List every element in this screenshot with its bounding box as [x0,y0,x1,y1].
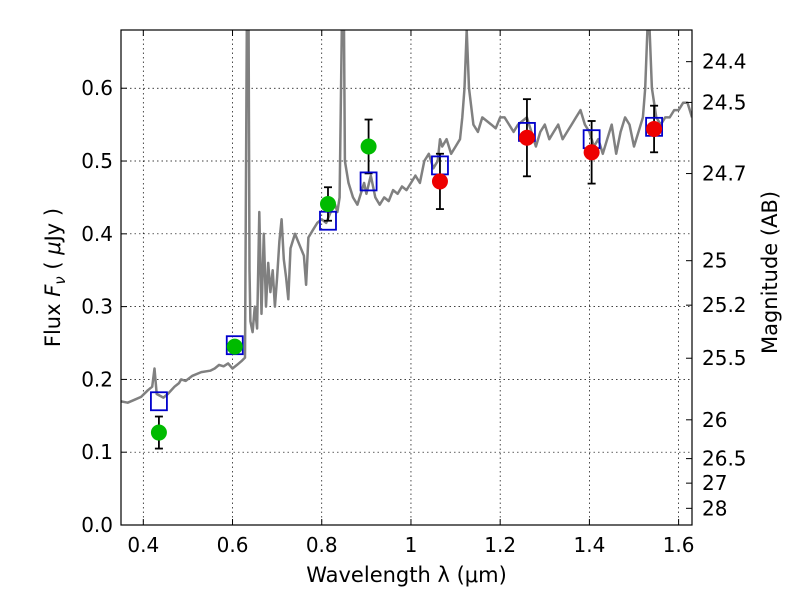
x-axis-label: Wavelength λ (μm) [306,563,507,587]
y2-tick-label: 24.4 [702,50,747,74]
y2-tick-label: 25.5 [702,346,747,370]
y-tick-label: 0.3 [81,295,113,319]
green-data-point [319,195,336,212]
green-data-point [150,424,167,441]
y-axis-label-mu: μ [41,241,65,255]
red-data-point [518,129,535,146]
x-tick-label: 0.6 [217,533,249,557]
y-axis-label-subscript: ν [51,276,69,284]
x-tick-label: 1 [405,533,418,557]
y2-tick-label: 24.7 [702,162,747,186]
y2-tick-label: 26.5 [702,447,747,471]
template-spectrum-line [121,30,692,404]
x-tick-label: 0.4 [127,533,159,557]
green-data-point [360,138,377,155]
green-data-point [226,338,243,355]
y2-tick-label: 26 [702,408,727,432]
y-tick-label: 0.1 [81,440,113,464]
y2-tick-label: 24.5 [702,90,747,114]
y2-axis-label: Magnitude (AB) [758,191,782,354]
y-axis-label-symbol: F [41,284,65,297]
plot-area [121,30,692,450]
y-tick-label: 0.2 [81,367,113,391]
y2-tick-label: 25.2 [702,293,747,317]
y-axis-label-prefix: Flux [41,297,65,347]
x-tick-label: 1.2 [484,533,516,557]
red-data-point [583,144,600,161]
y-tick-label: 0.5 [81,149,113,173]
model-photometry-square [359,171,378,192]
axis-ticks: 0.4 0.6 0.8 1 1.2 1.4 1.6 0.0 0.1 0.2 0.3 0.4 0.5 0.6… [81,30,747,557]
x-tick-label: 1.6 [663,533,695,557]
y-tick-label: 0.6 [81,76,113,100]
y2-tick-label: 27 [702,471,727,495]
y-tick-label: 0.0 [81,513,113,537]
red-data-point [431,173,448,190]
y-tick-label: 0.4 [81,222,113,246]
y-axis-label: Flux Fν ( μJy ) [41,208,69,347]
y2-tick-label: 28 [702,496,727,520]
red-data-point [646,121,663,137]
model-photometry-square [150,391,168,412]
y-axis-label-mid: ( [41,255,65,277]
plot-frame [120,29,693,526]
y-axis-label-suffix: Jy ) [41,208,65,244]
grid-lines [121,30,692,526]
y2-tick-label: 25 [702,249,727,273]
x-tick-label: 0.8 [306,533,338,557]
x-tick-label: 1.4 [573,533,605,557]
